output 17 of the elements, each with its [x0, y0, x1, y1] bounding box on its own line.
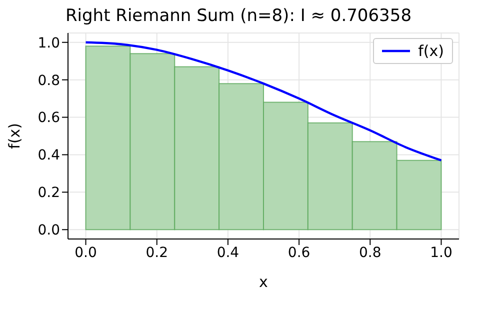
x-tick-label: 1.0	[430, 244, 452, 261]
y-tick-label: 0.0	[38, 222, 60, 239]
legend-label: f(x)	[418, 42, 444, 60]
x-tick-label: 0.6	[288, 244, 310, 261]
x-tick-label: 0.0	[74, 244, 97, 261]
line-series	[84, 41, 442, 162]
x-tick-label: 0.4	[216, 244, 240, 261]
x-tick-label: 0.8	[359, 244, 382, 261]
chart-title: Right Riemann Sum (n=8): I ≈ 0.706358	[64, 6, 413, 26]
y-axis-title: f(x)	[5, 123, 24, 149]
x-axis-title: x	[259, 273, 268, 291]
x-tick-label: 0.2	[146, 244, 168, 261]
y-tick-label: 0.2	[38, 185, 60, 202]
y-tick-label: 1.0	[38, 35, 60, 52]
y-tick-label: 0.8	[38, 72, 60, 89]
y-tick-label: 0.4	[38, 148, 60, 164]
y-tick-label: 0.6	[38, 110, 60, 126]
